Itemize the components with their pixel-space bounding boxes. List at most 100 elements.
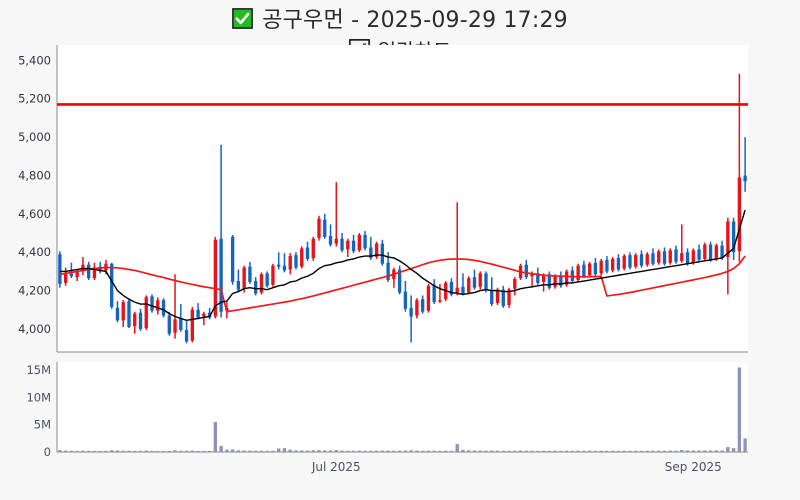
volume-bar: [703, 450, 707, 452]
volume-y-axis: 0 5M 10M 15M: [26, 363, 51, 459]
volume-bar: [587, 450, 592, 452]
candle: [639, 254, 644, 266]
candle: [357, 234, 361, 251]
volume-bar: [150, 450, 154, 452]
candle: [87, 264, 91, 279]
candle: [253, 281, 258, 294]
candle: [392, 269, 396, 280]
volume-bar: [472, 450, 477, 452]
candle: [685, 252, 690, 264]
candle: [277, 264, 281, 267]
volume-bar: [680, 450, 684, 452]
volume-bar: [478, 450, 482, 452]
candle: [288, 256, 292, 270]
volume-bar: [87, 450, 91, 452]
candle: [524, 264, 528, 278]
volume-bar: [230, 449, 235, 452]
volume-bar: [714, 450, 718, 452]
candle: [150, 296, 154, 311]
volume-bar: [674, 450, 678, 452]
volume-bar: [328, 450, 333, 452]
volume-bar: [564, 450, 569, 452]
candle: [645, 254, 649, 265]
price-tick-label: 4,800: [18, 168, 51, 182]
candle: [346, 240, 350, 250]
candle: [703, 244, 707, 259]
volume-bar: [317, 450, 321, 452]
volume-tick-label: 0: [44, 445, 51, 459]
candle: [138, 312, 143, 329]
candle: [743, 175, 747, 182]
volume-bar: [213, 422, 218, 452]
volume-bar: [236, 450, 241, 452]
volume-bar: [392, 450, 396, 452]
volume-bar: [611, 450, 615, 452]
volume-bar: [161, 451, 166, 452]
candle: [478, 273, 482, 287]
price-tick-label: 4,600: [18, 207, 51, 221]
volume-bar: [259, 450, 264, 452]
candle: [553, 276, 557, 287]
volume-bar: [691, 450, 695, 452]
candle: [420, 299, 425, 312]
candle: [559, 275, 563, 286]
volume-bar: [179, 450, 183, 452]
candle: [311, 238, 315, 258]
candle: [731, 221, 736, 253]
candle: [444, 282, 448, 300]
x-tick-label: Jul 2025: [311, 460, 361, 474]
volume-bar: [156, 451, 160, 452]
candle: [726, 221, 730, 258]
volume-bar: [651, 450, 655, 452]
candle: [432, 284, 436, 303]
volume-bar: [242, 450, 246, 452]
candle: [190, 309, 194, 341]
candle: [236, 281, 241, 290]
candle: [438, 300, 442, 302]
volume-bar: [369, 450, 373, 452]
candle: [605, 259, 609, 272]
candle: [467, 278, 471, 293]
volume-bar: [432, 450, 436, 452]
volume-bar: [167, 450, 171, 452]
candle: [207, 312, 212, 318]
volume-bar: [81, 450, 85, 452]
price-tick-label: 4,400: [18, 245, 51, 259]
candle: [530, 273, 534, 277]
candle: [426, 285, 431, 311]
volume-bar: [277, 448, 281, 452]
volume-bar: [323, 450, 327, 452]
candle: [380, 243, 385, 264]
volume-bar: [426, 450, 431, 452]
volume-bar: [634, 450, 638, 452]
candle: [599, 260, 603, 274]
price-tick-label: 5,200: [18, 92, 51, 106]
chart-type-label: 일간차트: [377, 38, 452, 63]
volume-bar: [75, 450, 79, 452]
candle: [587, 263, 592, 276]
volume-bar: [495, 450, 500, 452]
volume-bar: [58, 449, 62, 452]
volume-bar: [513, 450, 517, 452]
candle: [708, 244, 713, 260]
volume-bar: [524, 450, 528, 452]
candle: [495, 289, 500, 304]
volume-bar: [415, 450, 419, 452]
volume-bar: [541, 450, 546, 452]
volume-bar: [726, 447, 730, 452]
candle: [611, 258, 615, 271]
candle: [196, 309, 200, 318]
candle: [490, 289, 494, 305]
candle: [121, 302, 125, 321]
candle: [501, 289, 505, 306]
candle: [461, 286, 465, 294]
candle: [657, 251, 661, 263]
volume-bar: [668, 450, 672, 452]
volume-bar: [346, 450, 350, 452]
candle: [161, 300, 166, 316]
title-row: 공구우먼 - 2025-09-29 17:29: [0, 0, 800, 34]
candle: [697, 249, 701, 260]
candle: [455, 287, 459, 294]
candle: [449, 281, 454, 295]
